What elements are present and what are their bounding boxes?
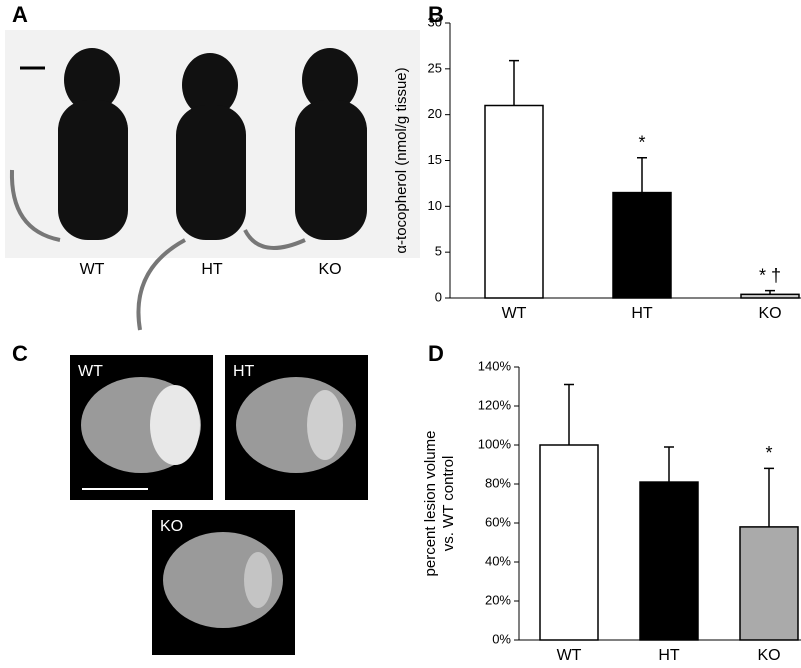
error-bar — [765, 289, 775, 295]
x-tick-label: HT — [631, 305, 653, 322]
mri-label: HT — [233, 363, 255, 380]
y-tick-label: 120% — [478, 397, 512, 412]
x-tick-label: WT — [557, 647, 582, 664]
y-axis-label: vs. WT control — [440, 456, 457, 552]
bar — [484, 104, 544, 299]
bar — [639, 481, 699, 641]
photo-label: WT — [80, 261, 105, 278]
y-tick-label: 30 — [428, 14, 442, 29]
y-tick-label: 40% — [485, 553, 511, 568]
photo-label: KO — [318, 261, 341, 278]
error-bar — [509, 59, 519, 106]
y-tick-label: 25 — [428, 60, 442, 75]
x-tick-label: KO — [758, 305, 781, 322]
y-tick-label: 0% — [492, 631, 511, 646]
panel-label: C — [12, 341, 28, 366]
y-axis-label: α-tocopherol (nmol/g tissue) — [393, 67, 410, 253]
y-tick-label: 100% — [478, 436, 512, 451]
panel-label: D — [428, 341, 444, 366]
y-tick-label: 80% — [485, 475, 511, 490]
x-tick-label: HT — [658, 647, 680, 664]
annotation: * † — [759, 265, 781, 285]
y-tick-label: 10 — [428, 198, 442, 213]
bar — [739, 526, 799, 641]
bar — [539, 444, 599, 641]
y-tick-label: 5 — [435, 244, 442, 259]
annotation: * — [765, 443, 772, 463]
photo-label: HT — [201, 261, 223, 278]
y-tick-label: 15 — [428, 152, 442, 167]
annotation: * — [638, 133, 645, 153]
y-tick-label: 20 — [428, 106, 442, 121]
mri-images — [70, 355, 368, 655]
y-tick-label: 20% — [485, 592, 511, 607]
error-bar — [664, 446, 674, 483]
mouse-photo — [5, 30, 420, 331]
mri-label: WT — [78, 363, 103, 380]
panel-label: A — [12, 2, 28, 27]
x-tick-label: WT — [502, 305, 527, 322]
error-bar — [764, 467, 774, 527]
bar — [612, 191, 672, 299]
y-tick-label: 60% — [485, 514, 511, 529]
y-axis-label: percent lesion volume — [422, 431, 439, 577]
x-tick-label: KO — [757, 647, 780, 664]
mri-label: KO — [160, 518, 183, 535]
bar — [740, 293, 800, 299]
error-bar — [637, 157, 647, 193]
y-tick-label: 0 — [435, 289, 442, 304]
error-bar — [564, 383, 574, 445]
y-tick-label: 140% — [478, 358, 512, 373]
panel-label: B — [428, 2, 444, 27]
